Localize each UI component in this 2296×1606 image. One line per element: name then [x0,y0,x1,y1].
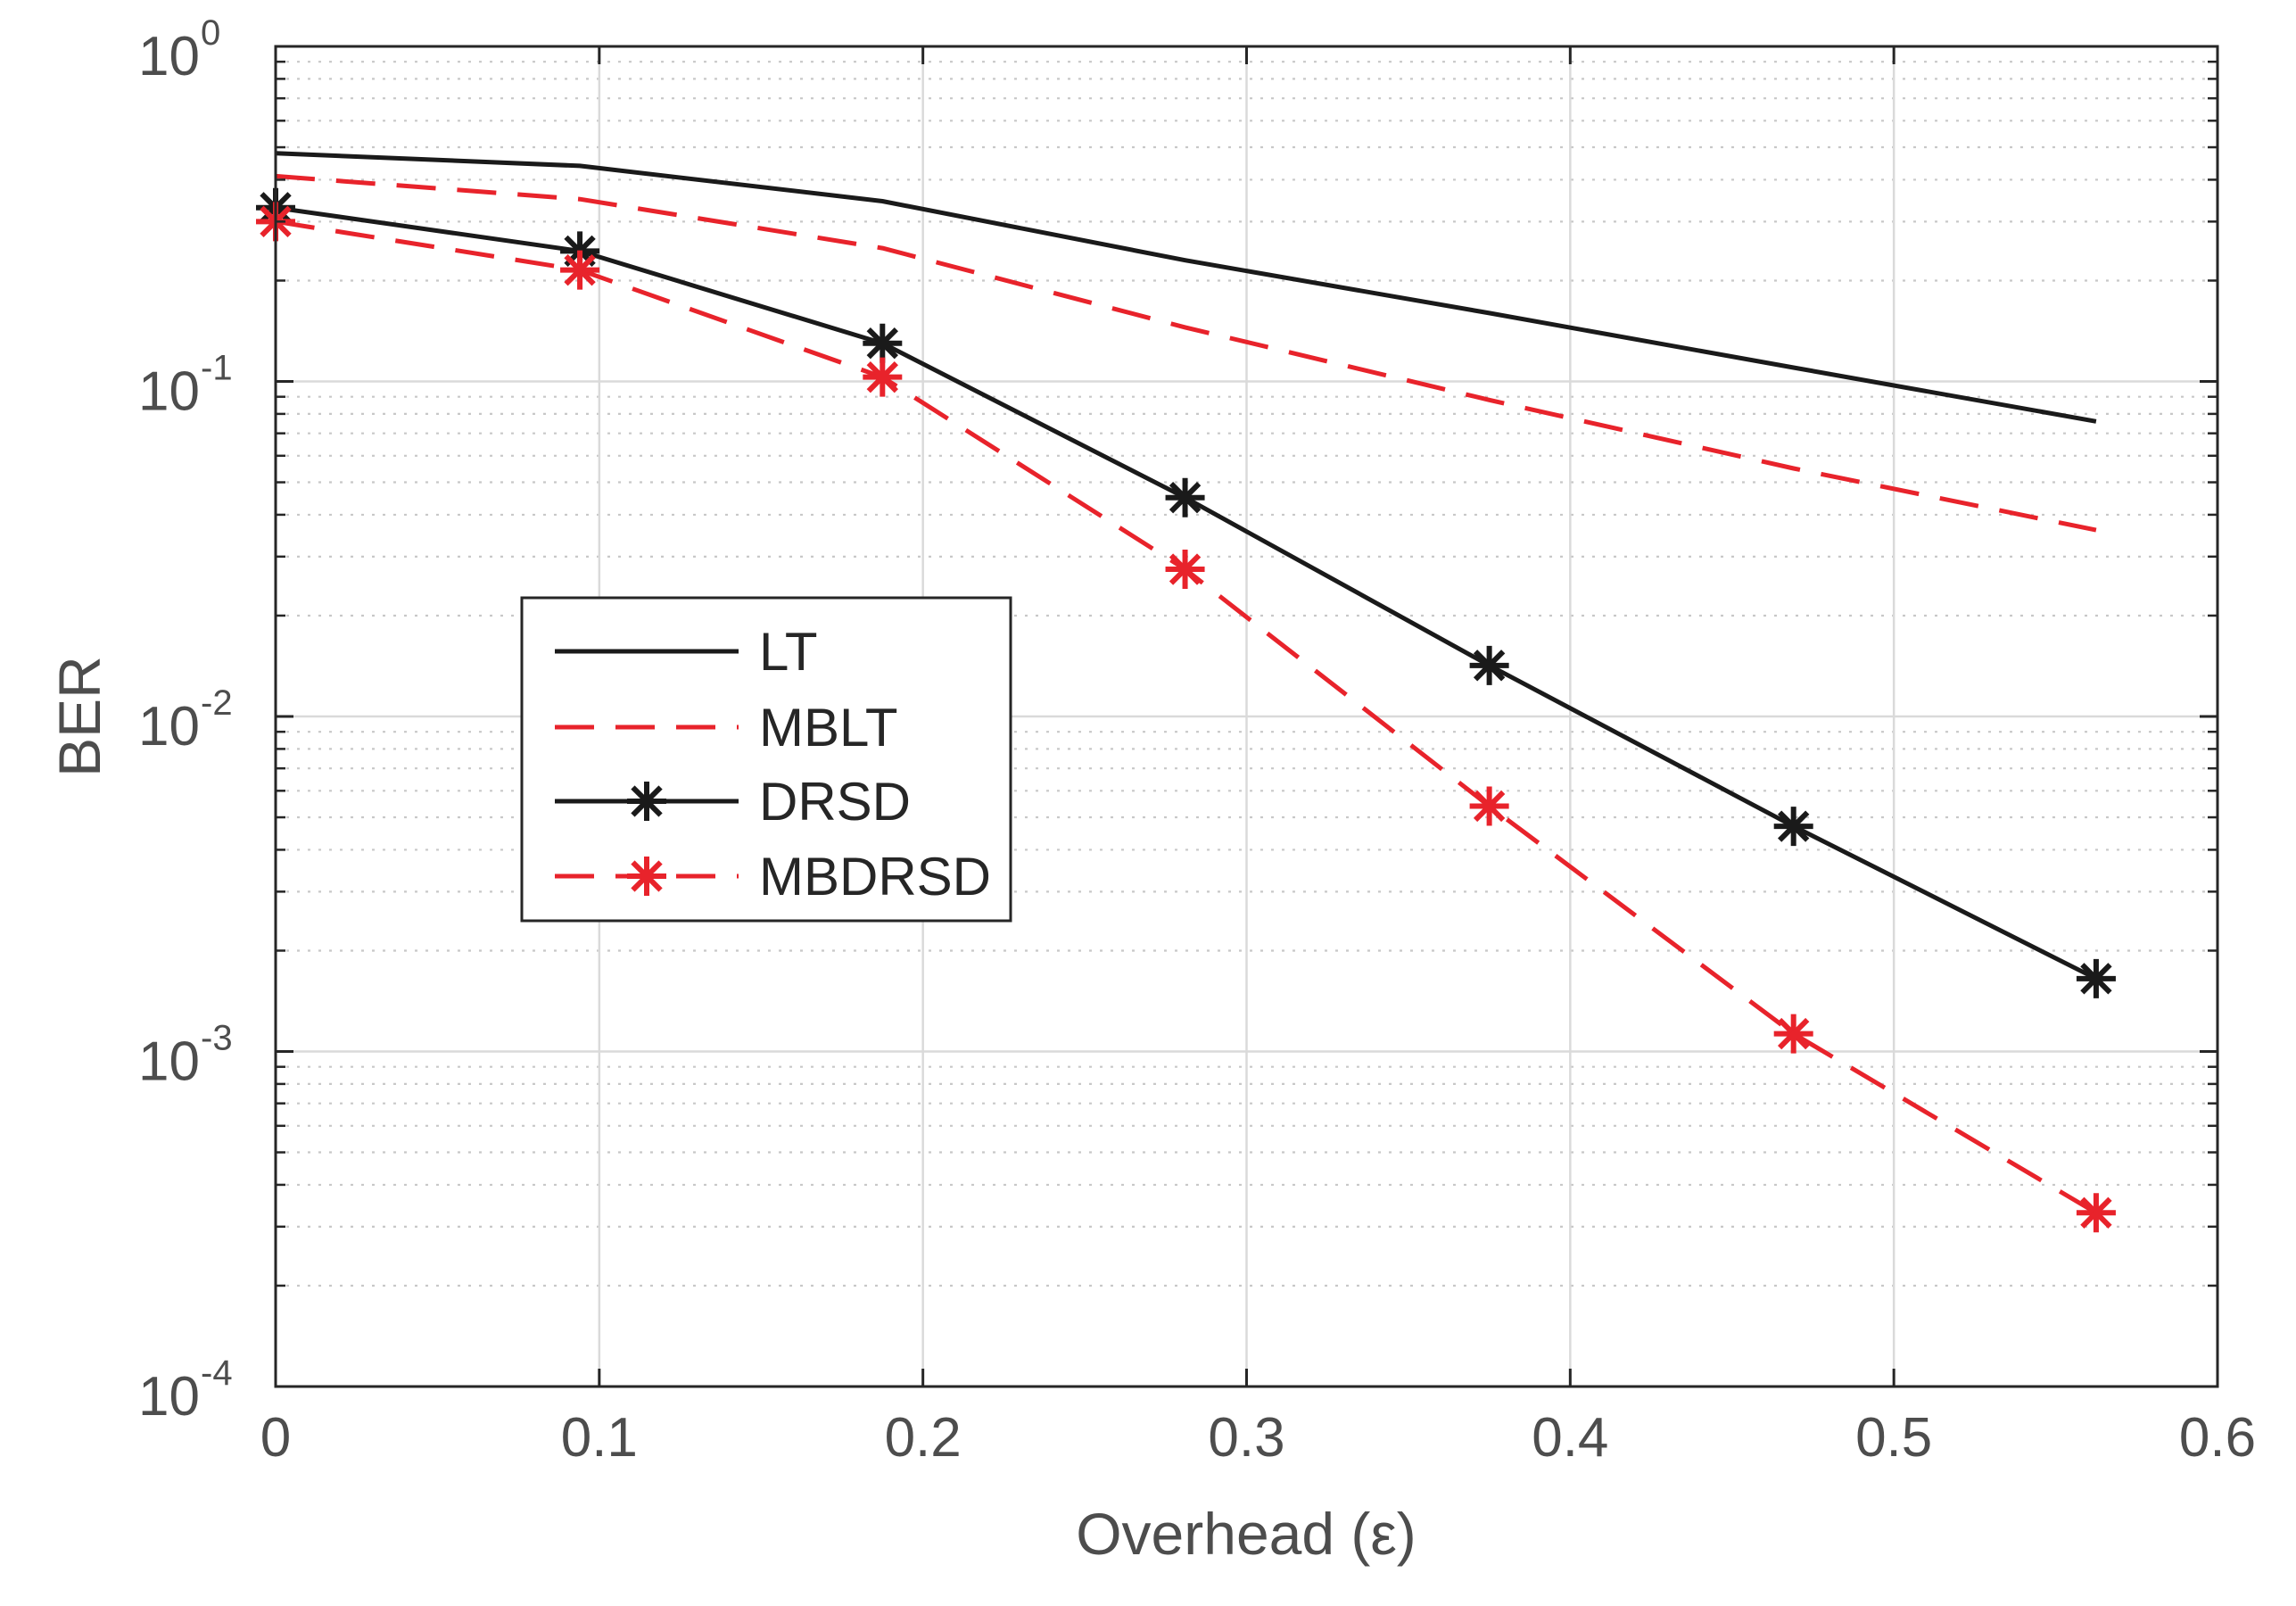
y-tick-label-exponent: -4 [201,1354,233,1393]
axes [274,45,2219,1388]
marker-stroke [1778,1017,1810,1050]
marker-stroke [2080,963,2112,995]
y-tick-label: 10 -3 [138,1019,233,1093]
y-tick-label-exponent: 0 [201,13,220,53]
legend-label-mbdrsd: MBDRSD [759,847,991,906]
y-tick-label-base: 10 [138,361,200,423]
data-point-drsd [1165,477,1205,517]
y-tick-label: 10 -1 [138,349,233,423]
legend-item-mblt: MBLT [555,698,898,757]
x-axis-title: Overhead (ε) [1076,1501,1416,1567]
x-tick-label: 0.2 [885,1407,962,1469]
marker-stroke [866,361,898,393]
legend-item-lt: LT [555,622,818,682]
y-axis-title: BER [46,656,112,777]
legend-marker-drsd [627,782,666,821]
legend-item-drsd: DRSD [555,772,911,832]
y-tick-label: 10 -2 [138,683,233,757]
y-tick-label: 10 0 [138,13,220,87]
marker-stroke [564,253,596,286]
y-tick-label-base: 10 [138,1366,200,1428]
y-tick-label-exponent: -1 [201,349,233,388]
y-tick-label-exponent: -3 [201,1019,233,1058]
data-point-drsd [2076,958,2116,998]
series-line-mblt [275,173,2097,533]
data-point-drsd [1773,807,1813,847]
x-tick-label: 0.6 [2179,1407,2256,1469]
y-tick-label-exponent: -2 [201,683,233,723]
marker-stroke [631,785,663,817]
marker-stroke [631,860,663,892]
y-tick-label-base: 10 [138,696,200,757]
x-tick-label: 0 [260,1407,291,1469]
marker-stroke [1473,650,1506,682]
marker-stroke [1169,553,1202,585]
y-tick-label-base: 10 [138,1031,200,1093]
x-tick-label: 0.3 [1208,1407,1284,1469]
y-tick-label-base: 10 [138,26,200,87]
legend-label-mblt: MBLT [759,698,898,757]
data-point-mbdrsd [1773,1014,1813,1054]
legend-item-mbdrsd: MBDRSD [555,847,991,906]
series-line-lt [275,151,2097,424]
data-point-mbdrsd [1165,550,1205,590]
legend-label-drsd: DRSD [759,772,911,832]
legend: LT MBLT DRSD MBDRSD [520,596,1012,923]
marker-stroke [866,327,898,360]
legend-items: LT MBLT DRSD MBDRSD [555,622,991,906]
marker-stroke [2080,1196,2112,1229]
data-point-mbdrsd [1469,786,1509,826]
marker-stroke [1473,790,1506,823]
legend-marker-mbdrsd [627,857,666,896]
x-tick-label: 0.1 [561,1407,638,1469]
data-point-drsd [1469,645,1509,685]
marker-stroke [1169,482,1202,514]
legend-label-lt: LT [759,622,818,682]
x-tick-label: 0.5 [1855,1407,1932,1469]
data-point-drsd [863,323,903,363]
y-tick-label: 10 -4 [138,1354,233,1428]
data-point-mbdrsd [560,250,600,290]
x-tick-label: 0.4 [1532,1407,1608,1469]
data-point-mbdrsd [863,357,903,397]
data-point-mbdrsd [2076,1193,2116,1233]
marker-stroke [1778,810,1810,842]
